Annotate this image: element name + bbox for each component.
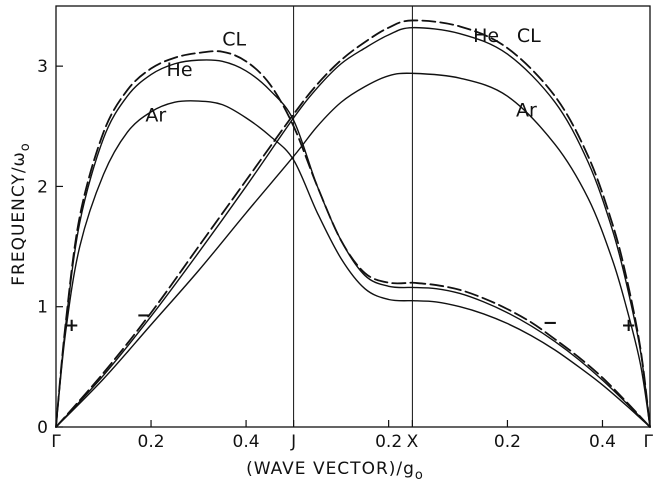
y-axis-label: FREQUENCY/ωo [9, 142, 33, 286]
series-line-he-4 [55, 26, 651, 428]
x-axis-label-subscript: o [415, 468, 424, 483]
x-tick-label-2: 0.4 [233, 432, 260, 452]
plot-frame [55, 5, 651, 428]
x-axis: Γ 0.2 0.4 J 0.2 X 0.2 0.4 Γ [51, 420, 654, 452]
plot-border [55, 5, 651, 428]
x-tick-label-8: Γ [644, 432, 654, 452]
series-line-branch-7 [411, 281, 651, 428]
series-line-cl-0 [55, 50, 414, 428]
x-axis-label-main: (WAVE VECTOR)/g [246, 459, 415, 479]
annotation-3: He [473, 25, 499, 47]
annotation-1: He [167, 59, 193, 81]
y-tick-label-1: 1 [37, 298, 48, 318]
series-group [55, 19, 651, 428]
symmetry-lines [293, 6, 413, 427]
series-line-ar-2 [55, 100, 414, 428]
annotation-7: − [136, 305, 151, 326]
y-tick-label-3: 3 [37, 57, 48, 77]
annotation-0: CL [222, 29, 246, 51]
annotation-4: CL [517, 25, 541, 47]
y-axis-label-subscript: o [18, 142, 33, 151]
series-line-cl-3 [55, 19, 651, 428]
series-line-he-1 [55, 59, 414, 428]
series-line-ar-5 [55, 72, 651, 428]
annotation-6: + [64, 315, 79, 336]
x-tick-label-4: 0.2 [375, 432, 402, 452]
series-line-branch-6 [411, 286, 651, 428]
annotation-9: + [621, 315, 636, 336]
x-tick-label-0: Γ [51, 432, 61, 452]
x-tick-label-7: 0.4 [589, 432, 616, 452]
y-axis-label-main: FREQUENCY/ω [9, 151, 29, 286]
x-tick-label-1: 0.2 [138, 432, 165, 452]
x-tick-label-5: X [407, 432, 419, 452]
x-axis-label: (WAVE VECTOR)/go [246, 459, 424, 483]
y-tick-label-0: 0 [37, 418, 48, 438]
annotation-5: Ar [516, 100, 537, 122]
y-tick-label-2: 2 [37, 177, 48, 197]
x-tick-label-6: 0.2 [494, 432, 521, 452]
annotation-2: Ar [145, 104, 166, 126]
x-tick-label-3: J [290, 432, 296, 452]
series-line-branch-8 [411, 300, 651, 428]
annotations: CL He Ar He CL Ar + − − + [64, 25, 636, 336]
annotation-8: − [543, 312, 558, 333]
y-axis: 0 1 2 3 [37, 57, 63, 438]
